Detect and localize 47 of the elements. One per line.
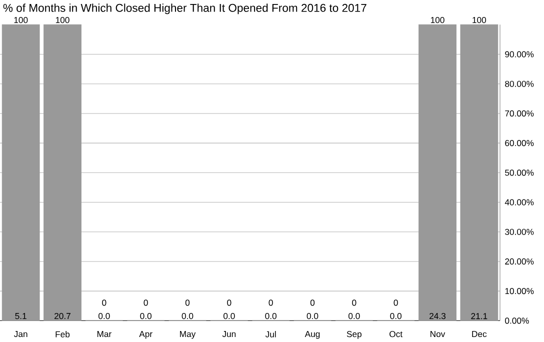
annotation: 0.0 [182,312,194,320]
y-tick-label: 80.00% [505,80,534,87]
annotation: 5.1 [15,313,26,320]
annotation: 0.0 [98,312,110,320]
x-tick-label: Aug [304,331,320,339]
annotation: 0.0 [140,312,152,320]
x-tick-label: Jul [265,331,276,338]
x-tick-label: Jan [14,331,28,338]
data-label: 0 [394,300,398,306]
y-tick-label: 90.00% [505,51,534,58]
x-tick-label: Jun [222,331,236,338]
annotation: 21.1 [471,313,488,320]
data-label: 0 [310,300,315,306]
x-tick-label: Mar [97,331,112,338]
x-tick-label: Oct [390,331,402,338]
data-label: 0 [102,300,106,306]
chart-title: % of Months in Which Closed Higher Than It Opened From 2016 to 2017 [3,4,366,14]
data-label: 100 [430,16,444,24]
data-label: 0 [268,300,273,306]
y-tick-label: 40.00% [504,199,534,206]
y-tick-label: 30.00% [505,228,534,235]
annotation: 20.7 [54,312,70,320]
y-tick-label: 50.00% [505,170,534,176]
y-tick-label: 10.00% [505,288,534,294]
x-tick-label: Feb [56,331,70,338]
data-label: 0 [144,300,148,306]
annotation: 0.0 [306,312,318,320]
data-label: 100 [56,16,70,24]
data-label: 100 [472,16,486,24]
annotation: 0.0 [348,312,360,320]
y-tick-label: 60.00% [505,140,534,146]
x-tick-label: Nov [430,331,446,338]
x-tick-label: Apr [139,331,152,339]
y-tick-label: 0.00% [505,318,529,324]
x-tick-label: Dec [472,331,487,338]
annotation: 24.3 [430,312,446,320]
y-tick-label: 70.00% [505,110,534,117]
x-tick-label: May [180,331,196,339]
x-tick-label: Sep [346,331,362,339]
y-tick-label: 20.00% [505,258,534,265]
data-label: 0 [185,300,190,306]
data-label: 0 [352,300,356,306]
data-label: 0 [227,300,232,306]
annotation: 0.0 [224,312,235,320]
data-label: 100 [14,16,28,24]
annotation: 0.0 [390,312,402,320]
annotation: 0.0 [265,312,276,320]
